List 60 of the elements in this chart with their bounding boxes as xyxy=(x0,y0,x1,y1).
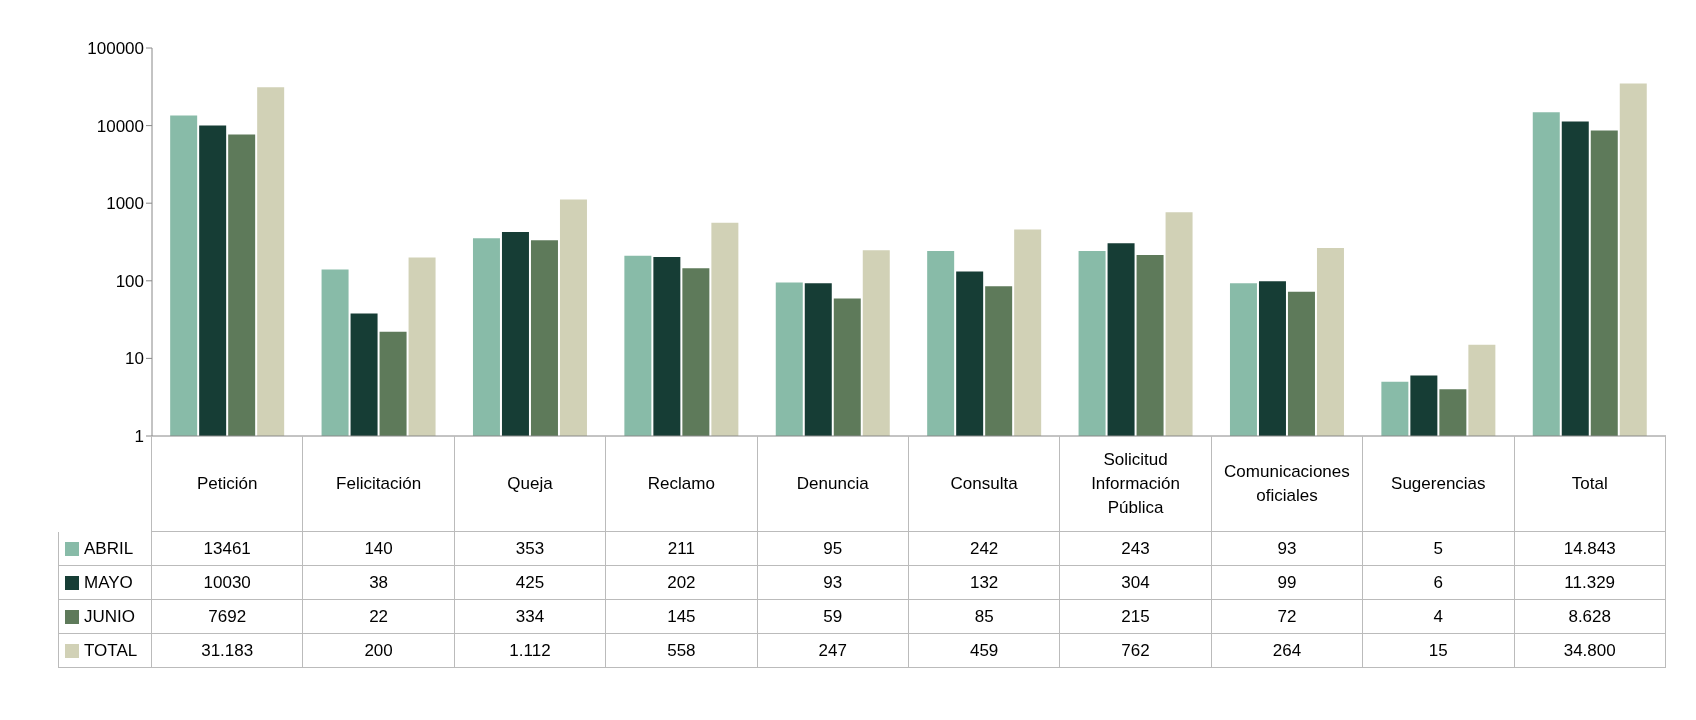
y-tick-label: 1 xyxy=(134,427,144,447)
legend-label: ABRIL xyxy=(84,538,134,559)
data-label: 132 xyxy=(908,566,1061,600)
data-label: 145 xyxy=(606,600,758,634)
data-label: 762 xyxy=(1060,634,1212,668)
y-tick-label: 100 xyxy=(115,271,144,291)
x-tick-label: Queja xyxy=(454,436,607,532)
data-label: 6 xyxy=(1363,566,1515,600)
data-label: 85 xyxy=(908,600,1061,634)
data-label: 140 xyxy=(303,532,455,566)
x-tick-label: Felicitación xyxy=(303,436,455,532)
data-label: 211 xyxy=(606,532,758,566)
data-label: 38 xyxy=(303,566,455,600)
data-label: 59 xyxy=(757,600,909,634)
data-label: 1.112 xyxy=(454,634,607,668)
y-tick-label: 10000 xyxy=(96,116,144,136)
data-label: 11.329 xyxy=(1514,566,1666,600)
data-label: 14.843 xyxy=(1514,532,1666,566)
data-label: 200 xyxy=(303,634,455,668)
data-label: 5 xyxy=(1363,532,1515,566)
data-label: 10030 xyxy=(152,566,304,600)
data-label: 95 xyxy=(757,532,909,566)
data-label: 31.183 xyxy=(152,634,304,668)
data-label: 558 xyxy=(606,634,758,668)
data-label: 242 xyxy=(908,532,1061,566)
x-tick-label: Petición xyxy=(152,436,304,532)
data-label: 425 xyxy=(454,566,607,600)
data-label: 93 xyxy=(757,566,909,600)
data-label: 215 xyxy=(1060,600,1212,634)
data-label: 72 xyxy=(1211,600,1364,634)
data-label: 8.628 xyxy=(1514,600,1666,634)
x-tick-label: Denuncia xyxy=(757,436,909,532)
data-label: 247 xyxy=(757,634,909,668)
data-label: 4 xyxy=(1363,600,1515,634)
x-tick-label: Reclamo xyxy=(606,436,758,532)
legend-label: JUNIO xyxy=(84,606,135,627)
x-tick-label: Consulta xyxy=(908,436,1061,532)
legend-label: MAYO xyxy=(84,572,133,593)
data-label: 22 xyxy=(303,600,455,634)
data-label: 264 xyxy=(1211,634,1364,668)
data-label: 99 xyxy=(1211,566,1364,600)
data-label: 243 xyxy=(1060,532,1212,566)
x-tick-label: Sugerencias xyxy=(1363,436,1515,532)
data-label: 7692 xyxy=(152,600,304,634)
data-label: 334 xyxy=(454,600,607,634)
y-tick-label: 100000 xyxy=(87,39,144,59)
y-tick-label: 10 xyxy=(125,349,144,369)
x-tick-label: Total xyxy=(1514,436,1666,532)
data-label: 202 xyxy=(606,566,758,600)
x-tick-label: Solicitud Información Pública xyxy=(1060,436,1212,532)
x-tick-label: Comunicaciones oficiales xyxy=(1211,436,1364,532)
data-label: 93 xyxy=(1211,532,1364,566)
y-tick-label: 1000 xyxy=(106,194,144,214)
data-label: 459 xyxy=(908,634,1061,668)
legend-label: TOTAL xyxy=(84,640,138,661)
data-label: 353 xyxy=(454,532,607,566)
data-label: 15 xyxy=(1363,634,1515,668)
data-label: 304 xyxy=(1060,566,1212,600)
data-label: 34.800 xyxy=(1514,634,1666,668)
data-label: 13461 xyxy=(152,532,304,566)
